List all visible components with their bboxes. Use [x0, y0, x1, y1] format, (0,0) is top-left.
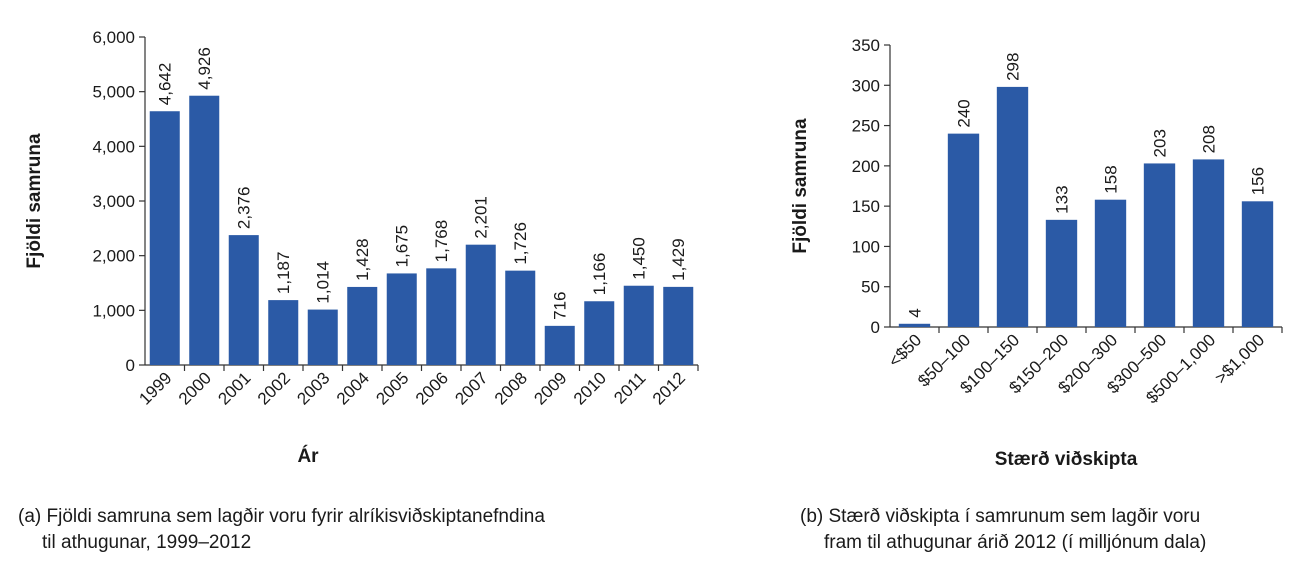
- bar: [149, 111, 180, 365]
- x-tick-label: 2012: [649, 368, 689, 408]
- y-tick-label: 6,000: [92, 28, 135, 47]
- data-label: 298: [1004, 53, 1023, 81]
- bar: [228, 235, 259, 365]
- caption-b-line2: fram til athugunar árið 2012 (í milljónu…: [824, 532, 1207, 553]
- data-label: 4: [906, 308, 925, 317]
- bar: [623, 285, 654, 365]
- bar: [584, 301, 615, 365]
- x-tick-label: 2010: [570, 368, 610, 408]
- y-tick-label: 100: [852, 237, 880, 256]
- data-label: 4,926: [195, 47, 214, 90]
- caption-a-line1: (a) Fjöldi samruna sem lagðir voru fyrir…: [18, 506, 545, 527]
- x-tick-label: >$1,000: [1211, 330, 1268, 387]
- data-label: 203: [1151, 129, 1170, 157]
- bar: [1094, 199, 1127, 327]
- data-label: 208: [1200, 125, 1219, 153]
- bar: [189, 95, 220, 365]
- y-tick-label: 1,000: [92, 301, 135, 320]
- x-tick-label: 2003: [293, 368, 333, 408]
- chart-b: 0501001502002503003504<$50240$50–100298$…: [790, 36, 1283, 470]
- y-tick-label: 300: [852, 76, 880, 95]
- y-axis-title: Fjöldi samruna: [790, 118, 811, 254]
- x-tick-label: <$50: [885, 330, 926, 371]
- x-tick-label: 2011: [610, 368, 649, 407]
- chart-a: 0 1,000 2,000 3,000 4,000 5,000 6,000 4,642 1999…: [24, 28, 699, 467]
- data-label: 1,450: [630, 237, 649, 280]
- bar: [1241, 201, 1274, 327]
- bar: [996, 86, 1029, 327]
- data-label: 1,768: [432, 220, 451, 263]
- caption-b-line1: (b) Stærð viðskipta í samrunum sem lagði…: [800, 506, 1201, 527]
- bar: [1143, 163, 1176, 327]
- bar: [347, 286, 378, 365]
- x-axis-title: Ár: [297, 445, 319, 467]
- y-tick-label: 150: [852, 197, 880, 216]
- x-tick-label: 2001: [214, 368, 254, 408]
- caption-a-line2: til athugunar, 1999–2012: [42, 532, 252, 553]
- data-label: 1,014: [314, 261, 333, 304]
- caption-b: (b) Stærð viðskipta í samrunum sem lagði…: [800, 504, 1206, 556]
- data-label: 716: [551, 291, 570, 319]
- x-tick-label: 2007: [451, 368, 491, 408]
- bar: [307, 309, 338, 365]
- y-axis-title: Fjöldi samruna: [24, 133, 45, 269]
- x-tick-label: 2006: [412, 368, 452, 408]
- bar: [663, 286, 694, 365]
- bar: [1045, 219, 1078, 327]
- data-label: 1,187: [274, 252, 293, 295]
- bar: [465, 244, 496, 365]
- x-tick-label: 2008: [491, 368, 531, 408]
- y-tick-label: 0: [126, 356, 135, 375]
- data-label: 1,429: [669, 238, 688, 281]
- x-tick-label: 2004: [333, 368, 373, 408]
- bar: [386, 273, 417, 365]
- bar: [505, 270, 536, 365]
- bar: [1192, 159, 1225, 327]
- x-tick-label: 2009: [530, 368, 570, 408]
- caption-a: (a) Fjöldi samruna sem lagðir voru fyrir…: [18, 504, 545, 556]
- x-tick-label: 2002: [254, 368, 294, 408]
- data-label: 1,675: [393, 225, 412, 268]
- data-label: 240: [955, 99, 974, 127]
- y-tick-label: 5,000: [92, 83, 135, 102]
- bar: [898, 323, 931, 327]
- data-label: 133: [1053, 185, 1072, 213]
- x-tick-label: 1999: [135, 368, 175, 408]
- bar: [947, 133, 980, 327]
- y-tick-label: 200: [852, 157, 880, 176]
- data-label: 156: [1249, 167, 1268, 195]
- data-label: 1,166: [590, 253, 609, 296]
- data-label: 2,376: [235, 187, 254, 230]
- y-tick-label: 4,000: [92, 137, 135, 156]
- y-tick-label: 3,000: [92, 192, 135, 211]
- data-label: 1,428: [353, 238, 372, 281]
- y-tick-label: 250: [852, 117, 880, 136]
- y-tick-label: 2,000: [92, 247, 135, 266]
- y-tick-label: 350: [852, 36, 880, 55]
- bar: [268, 300, 299, 365]
- bar: [544, 325, 575, 365]
- x-axis-title: Stærð viðskipta: [995, 449, 1138, 470]
- data-label: 1,726: [511, 222, 530, 265]
- data-label: 4,642: [156, 63, 175, 106]
- data-label: 158: [1102, 165, 1121, 193]
- bar: [426, 268, 457, 365]
- x-tick-label: 2005: [372, 368, 412, 408]
- data-label: 2,201: [472, 196, 491, 239]
- y-tick-label: 0: [871, 318, 880, 337]
- y-tick-label: 50: [861, 278, 880, 297]
- x-tick-label: 2000: [175, 368, 215, 408]
